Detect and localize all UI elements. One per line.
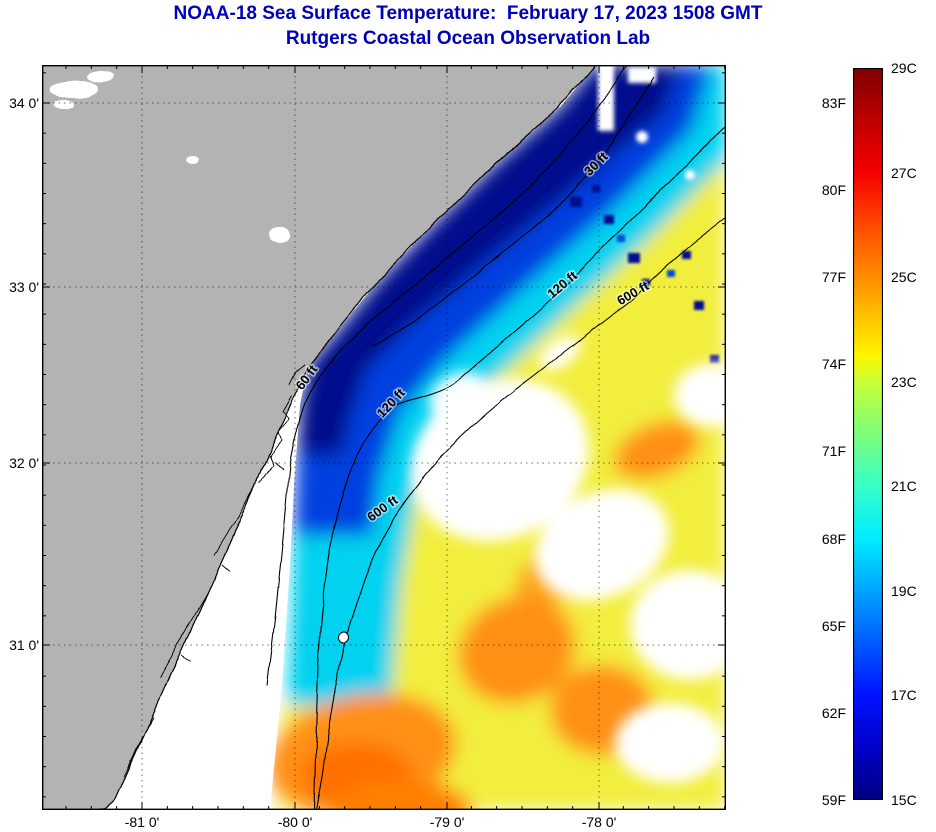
cloud-streaks <box>598 65 695 180</box>
colorbar-f-label: 83F <box>821 95 846 111</box>
y-tick-label: 32 0' <box>9 455 39 471</box>
temperature-colorbar <box>853 68 883 800</box>
coastline <box>42 65 595 810</box>
colorbar-f-label: 59F <box>821 792 846 808</box>
depth-contours <box>266 65 726 810</box>
cold-patches <box>570 185 719 363</box>
x-tick-label: -80 0' <box>277 814 313 830</box>
y-tick-label: 33 0' <box>9 279 39 295</box>
contour-600ft <box>315 216 726 810</box>
colorbar-c-label: 23C <box>891 374 917 390</box>
colorbar-f-label: 71F <box>821 443 846 459</box>
colorbar-c-label: 19C <box>891 583 917 599</box>
colorbar-c-label: 29C <box>891 60 917 76</box>
x-tick-label: -79 0' <box>429 814 465 830</box>
graticule <box>42 65 726 810</box>
colorbar-f-label: 77F <box>821 269 846 285</box>
y-tick-label: 31 0' <box>9 637 39 653</box>
colorbar-c-label: 15C <box>891 792 917 808</box>
contour-60ft <box>266 65 628 686</box>
colorbar-gradient <box>853 68 883 800</box>
figure-title: NOAA-18 Sea Surface Temperature: Februar… <box>173 3 763 24</box>
sst-map: 30 ft 120 ft 600 ft 60 ft 120 ft 600 ft <box>42 65 726 810</box>
colorbar-f-label: 80F <box>821 182 846 198</box>
y-tick-label: 34 0' <box>9 95 39 111</box>
colorbar-c-label: 25C <box>891 269 917 285</box>
contour-ring <box>338 631 350 643</box>
colorbar-c-label: 17C <box>891 687 917 703</box>
figure-subtitle: Rutgers Coastal Ocean Observation Lab <box>285 28 651 49</box>
colorbar-f-label: 65F <box>821 618 846 634</box>
sst-data-swath <box>270 65 726 810</box>
colorbar-c-label: 21C <box>891 478 917 494</box>
x-tick-label: -78 0' <box>581 814 617 830</box>
colorbar-f-label: 74F <box>821 356 846 372</box>
contour-30ft <box>371 76 655 346</box>
contour-120ft <box>313 124 726 810</box>
map-frame <box>42 65 726 810</box>
barrier-islands <box>123 364 305 778</box>
colorbar-c-label: 27C <box>891 165 917 181</box>
x-tick-label: -81 0' <box>124 814 160 830</box>
land <box>42 65 595 810</box>
colorbar-f-label: 62F <box>821 705 846 721</box>
cloud-cover <box>410 335 726 783</box>
colorbar-f-label: 68F <box>821 531 846 547</box>
